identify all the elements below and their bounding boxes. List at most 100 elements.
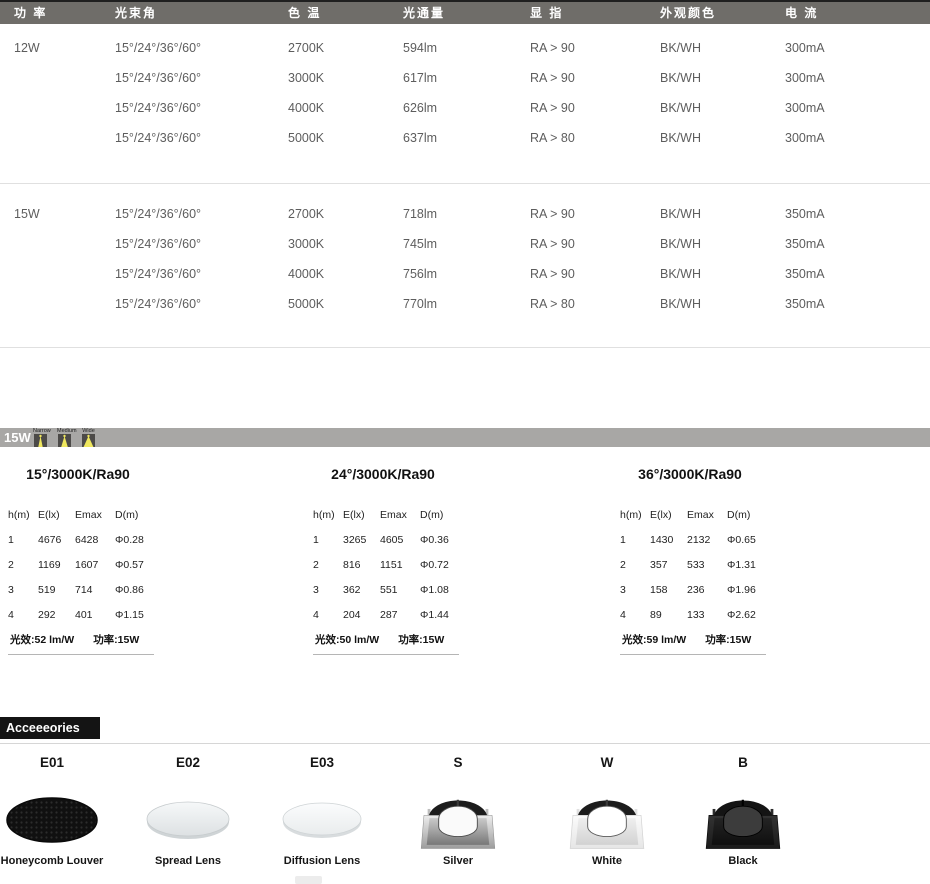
accessory-caption: Spread Lens: [154, 855, 222, 867]
cell: 401: [75, 609, 93, 621]
spec-table-header: 功 率 光束角 色 温 光通量 显 指 外观颜色 电 流: [0, 0, 930, 24]
cell: 4: [620, 609, 626, 621]
cell: 236: [687, 584, 705, 596]
cct-cell: 2700K: [288, 41, 325, 55]
table-row: 15°/24°/36°/60° 3000K 617lm RA > 90 BK/W…: [0, 64, 930, 92]
cri-cell: RA > 90: [530, 207, 575, 221]
efficacy-label: 光效:52 lm/W: [10, 634, 75, 646]
table-row: 15°/24°/36°/60° 5000K 637lm RA > 80 BK/W…: [0, 124, 930, 152]
beam-wide-label: Wide: [82, 428, 95, 434]
col-header: E(lx): [650, 509, 672, 521]
current-cell: 350mA: [785, 237, 825, 251]
cell: 1: [620, 534, 626, 546]
table-row: 15°/24°/36°/60° 5000K 770lm RA > 80 BK/W…: [0, 290, 930, 318]
cell: Φ0.65: [727, 534, 756, 546]
cell: 2: [8, 559, 14, 571]
current-cell: 300mA: [785, 41, 825, 55]
cell: Φ0.86: [115, 584, 144, 596]
cri-cell: RA > 90: [530, 237, 575, 251]
finish-cell: BK/WH: [660, 297, 701, 311]
power-label: 功率:15W: [93, 634, 140, 646]
beam-cell: 15°/24°/36°/60°: [115, 267, 202, 281]
accessory-silver: S: [398, 755, 518, 867]
wide-beam-icon: [82, 434, 95, 447]
cell: 2: [620, 559, 626, 571]
flux-cell: 637lm: [403, 131, 438, 145]
accessory-code: B: [738, 755, 748, 770]
cell: 1151: [380, 559, 403, 571]
page-indicator-chip: [295, 876, 322, 884]
flux-cell: 770lm: [403, 297, 438, 311]
photometry-footer: 光效:59 lm/W 功率:15W: [620, 629, 766, 655]
flux-cell: 745lm: [403, 237, 438, 251]
col-header: h(m): [620, 509, 642, 521]
beam-narrow-label: Narrow: [33, 428, 51, 434]
cell: 4: [313, 609, 319, 621]
col-header: h(m): [8, 509, 30, 521]
table-row: 15W 15°/24°/36°/60° 2700K 718lm RA > 90 …: [0, 200, 930, 228]
finish-cell: BK/WH: [660, 41, 701, 55]
cell: 357: [650, 559, 668, 571]
cell: 89: [650, 609, 662, 621]
accessories-title: Acceeeories: [0, 717, 100, 739]
beam-cell: 15°/24°/36°/60°: [115, 297, 202, 311]
cell: Φ0.28: [115, 534, 144, 546]
cell: 2132: [687, 534, 711, 546]
cell: 3: [313, 584, 319, 596]
beam-medium: Medium: [57, 428, 77, 447]
current-cell: 300mA: [785, 71, 825, 85]
accessory-caption: Diffusion Lens: [283, 855, 361, 867]
accessory-caption: Honeycomb Louver: [0, 855, 104, 867]
header-current: 电 流: [785, 6, 819, 20]
cell: 1: [8, 534, 14, 546]
beam-narrow: Narrow: [33, 428, 51, 447]
accessory-code: W: [600, 755, 614, 770]
cell: Φ1.96: [727, 584, 756, 596]
flux-cell: 594lm: [403, 41, 438, 55]
accessory-code: S: [453, 755, 463, 770]
finish-cell: BK/WH: [660, 267, 701, 281]
cri-cell: RA > 90: [530, 267, 575, 281]
photometry-grid: h(m) E(lx) Emax D(m) 1 4676 6428 Φ0.28 2…: [8, 503, 160, 628]
beam-cell: 15°/24°/36°/60°: [115, 207, 202, 221]
photometry-footer: 光效:50 lm/W 功率:15W: [313, 629, 459, 655]
silver-trim-image: [398, 787, 518, 853]
power-label: 功率:15W: [705, 634, 752, 646]
table-row: 12W 15°/24°/36°/60° 2700K 594lm RA > 90 …: [0, 34, 930, 62]
photometry-table-36deg: 36°/3000K/Ra90 h(m) E(lx) Emax D(m) 1 14…: [620, 466, 772, 655]
narrow-beam-icon: [34, 434, 47, 447]
power-cell: 15W: [14, 207, 40, 221]
table-row: 15°/24°/36°/60° 3000K 745lm RA > 90 BK/W…: [0, 230, 930, 258]
photometry-table-24deg: 24°/3000K/Ra90 h(m) E(lx) Emax D(m) 1 32…: [313, 466, 465, 655]
accessory-code: E03: [309, 755, 335, 770]
cell: 3: [620, 584, 626, 596]
photometry-title: 15°/3000K/Ra90: [26, 466, 130, 482]
col-header: D(m): [420, 509, 444, 521]
cell: 2: [313, 559, 319, 571]
cell: 714: [75, 584, 93, 596]
cri-cell: RA > 80: [530, 297, 575, 311]
cell: 4: [8, 609, 14, 621]
cell: 1169: [38, 559, 61, 571]
col-header: D(m): [115, 509, 139, 521]
beam-cell: 15°/24°/36°/60°: [115, 101, 202, 115]
cell: 6428: [75, 534, 99, 546]
finish-cell: BK/WH: [660, 101, 701, 115]
col-header: Emax: [687, 509, 714, 521]
cri-cell: RA > 90: [530, 41, 575, 55]
cri-cell: RA > 80: [530, 131, 575, 145]
cell: 292: [38, 609, 56, 621]
cell: Φ1.31: [727, 559, 756, 571]
diffusion-lens-image: [262, 787, 382, 853]
accessory-code: E02: [175, 755, 201, 770]
power-cell: 12W: [14, 41, 40, 55]
cell: 287: [380, 609, 398, 621]
cri-cell: RA > 90: [530, 101, 575, 115]
cct-cell: 5000K: [288, 297, 325, 311]
cell: Φ0.57: [115, 559, 144, 571]
flux-cell: 617lm: [403, 71, 438, 85]
flux-cell: 626lm: [403, 101, 438, 115]
finish-cell: BK/WH: [660, 237, 701, 251]
cell: 3265: [343, 534, 367, 546]
header-flux: 光通量: [403, 6, 446, 20]
